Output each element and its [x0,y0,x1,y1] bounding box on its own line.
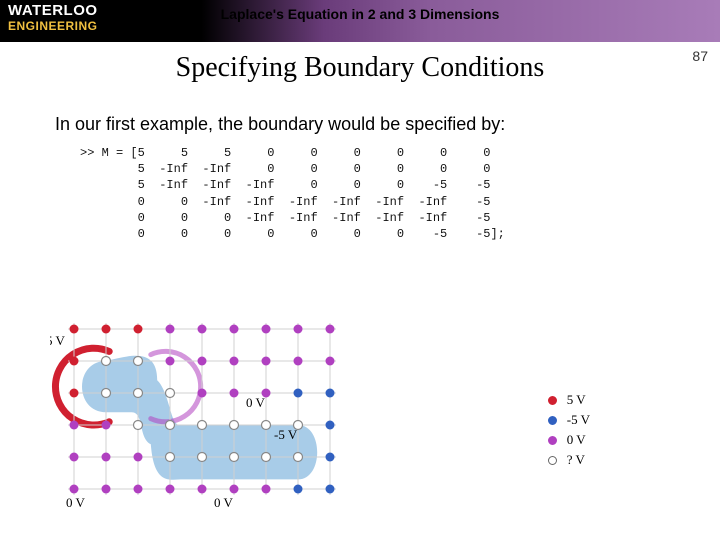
grid-node [102,357,111,366]
grid-node [134,325,143,334]
diagram-label: 5 V [50,333,66,348]
grid-node [198,453,207,462]
diagram-label: 0 V [66,495,86,510]
grid-node [230,485,239,494]
grid-node [102,485,111,494]
grid-node [70,357,79,366]
grid-node [326,485,335,494]
grid-node [166,325,175,334]
grid-node [294,357,303,366]
grid-node [294,389,303,398]
diagram-label: 0 V [214,495,234,510]
grid-node [166,453,175,462]
grid-node [294,325,303,334]
legend-label: -5 V [567,412,590,428]
chapter-title: Laplace's Equation in 2 and 3 Dimensions [0,6,720,22]
grid-node [134,389,143,398]
grid-node [230,421,239,430]
grid-node [70,421,79,430]
grid-node [134,421,143,430]
grid-node [262,453,271,462]
grid-node [262,421,271,430]
slide-number: 87 [692,48,708,64]
legend-dot [548,396,557,405]
grid-node [326,421,335,430]
grid-node [134,453,143,462]
grid-node [262,485,271,494]
grid-node [166,389,175,398]
grid-node [102,325,111,334]
grid-node [166,421,175,430]
legend-label: 5 V [567,392,586,408]
grid-node [102,421,111,430]
grid-node [166,485,175,494]
grid-node [70,485,79,494]
grid-node [294,453,303,462]
grid-node [326,325,335,334]
grid-node [262,325,271,334]
grid-node [134,357,143,366]
grid-node [70,325,79,334]
grid-node [230,389,239,398]
grid-node [70,453,79,462]
page-title: Specifying Boundary Conditions [0,52,720,84]
legend-row: -5 V [548,410,590,430]
grid-node [326,453,335,462]
diagram-label: -5 V [274,427,298,442]
legend-row: 5 V [548,390,590,410]
legend-row: ? V [548,450,590,470]
grid-node [198,325,207,334]
grid-diagram: 5 V 0 V 0 V -5 V 0 V 0 V [50,315,380,525]
legend-label: ? V [567,452,585,468]
grid-node [326,357,335,366]
grid-node [102,389,111,398]
grid-node [198,389,207,398]
grid-node [294,485,303,494]
diagram-label: 0 V [190,315,210,318]
legend: 5 V -5 V 0 V ? V [548,390,590,470]
grid-node [230,453,239,462]
matrix-code: >> M = [5 5 5 0 0 0 0 0 0 5 -Inf -Inf 0 … [80,145,720,242]
grid-node [102,453,111,462]
grid-node [326,389,335,398]
legend-label: 0 V [567,432,586,448]
grid-node [198,421,207,430]
grid-node [198,357,207,366]
grid-node [262,357,271,366]
grid-node [230,325,239,334]
diagram-label: 0 V [246,395,266,410]
body-text: In our first example, the boundary would… [55,114,720,135]
legend-dot [548,456,557,465]
grid-node [166,357,175,366]
grid-node [198,485,207,494]
legend-dot [548,416,557,425]
legend-row: 0 V [548,430,590,450]
grid-node [134,485,143,494]
grid-node [70,389,79,398]
grid-node [230,357,239,366]
legend-dot [548,436,557,445]
